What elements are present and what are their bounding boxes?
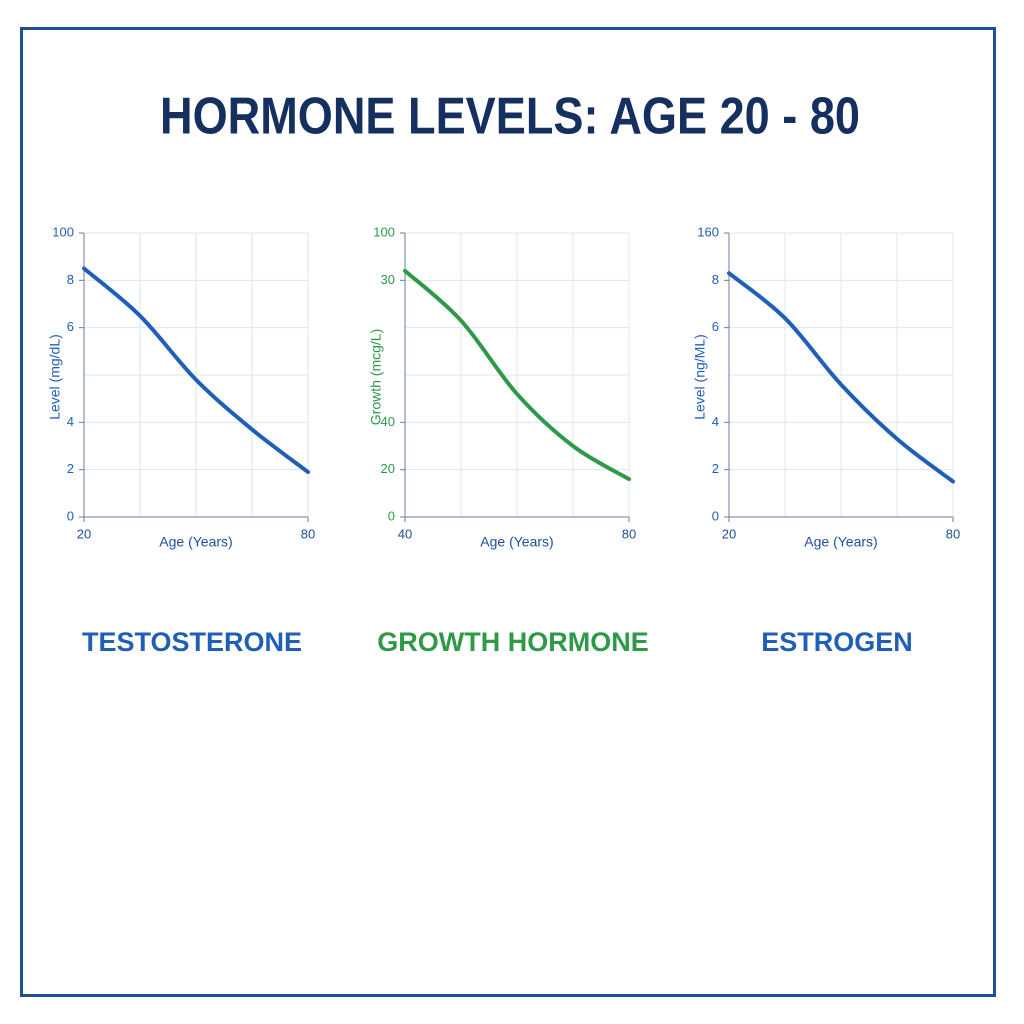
chart-title: ESTROGEN (761, 627, 913, 657)
x-tick-label: 40 (398, 526, 412, 541)
x-tick-label: 80 (622, 526, 636, 541)
y-tick-label: 40 (381, 414, 395, 429)
y-axis-title: Level (mg/dL) (47, 334, 63, 420)
y-tick-label: 8 (67, 272, 74, 287)
y-tick-label: 100 (52, 224, 74, 239)
x-tick-label: 20 (722, 526, 736, 541)
x-tick-label: 80 (301, 526, 315, 541)
data-line (82, 266, 310, 475)
y-tick-label: 2 (712, 461, 719, 476)
data-line (403, 268, 631, 482)
y-tick-label: 8 (712, 272, 719, 287)
y-tick-label: 0 (388, 508, 395, 523)
chart-title: GROWTH HORMONE (377, 627, 648, 657)
y-tick-label: 4 (67, 414, 74, 429)
x-tick-label: 80 (946, 526, 960, 541)
y-tick-label: 0 (67, 508, 74, 523)
y-tick-label: 0 (712, 508, 719, 523)
y-tick-label: 2 (67, 461, 74, 476)
y-tick-label: 100 (373, 224, 395, 239)
y-tick-label: 20 (381, 461, 395, 476)
y-axis-title: Growth (mcg/L) (368, 329, 384, 425)
x-axis-title: Age (Years) (159, 534, 232, 550)
y-tick-label: 4 (712, 414, 719, 429)
y-axis-title: Level (ng/ML) (692, 334, 708, 420)
y-tick-label: 6 (712, 319, 719, 334)
x-axis-title: Age (Years) (804, 534, 877, 550)
data-line (727, 271, 955, 484)
x-axis-title: Age (Years) (480, 534, 553, 550)
y-tick-label: 160 (697, 224, 719, 239)
y-tick-label: 6 (67, 319, 74, 334)
chart-title: TESTOSTERONE (82, 627, 302, 657)
x-tick-label: 20 (77, 526, 91, 541)
y-tick-label: 30 (381, 272, 395, 287)
frame (20, 27, 996, 997)
page-title: HORMONE LEVELS: AGE 20 - 80 (160, 88, 860, 146)
